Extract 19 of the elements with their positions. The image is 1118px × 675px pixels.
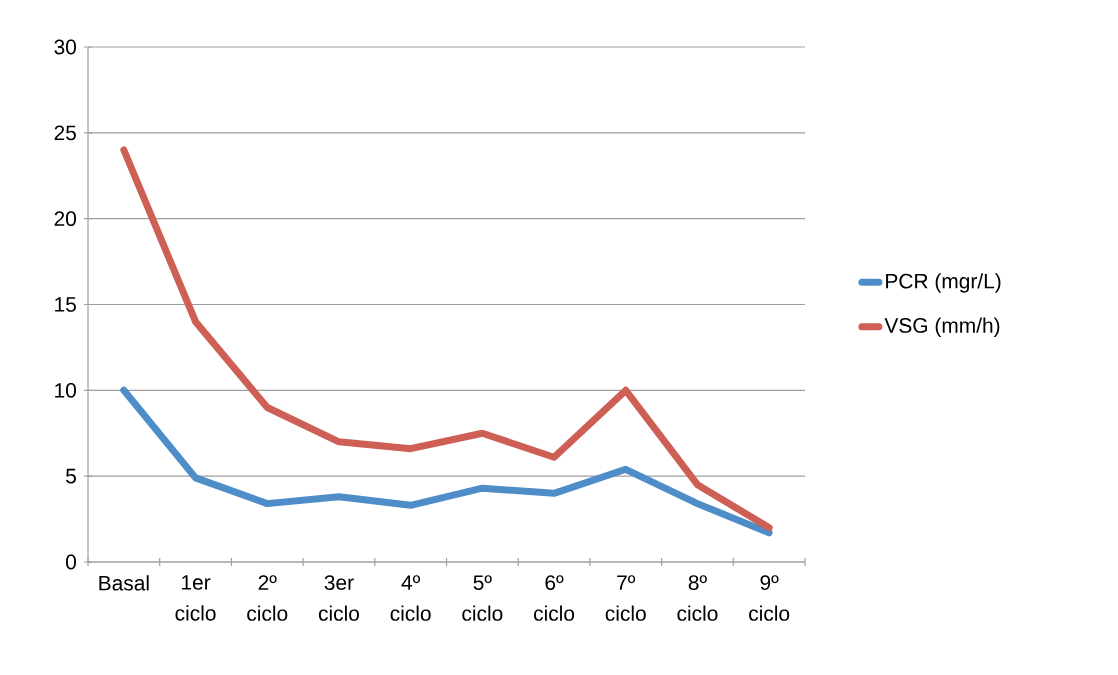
y-tick-label: 30 bbox=[54, 39, 77, 55]
legend-label: VSG (mm/h) bbox=[884, 317, 1000, 337]
y-tick-label: 5 bbox=[66, 468, 76, 484]
x-tick-label: Basal bbox=[99, 575, 149, 591]
x-tick-label: 5º ciclo bbox=[462, 575, 503, 621]
y-tick-label: 20 bbox=[54, 211, 77, 227]
y-tick-label: 0 bbox=[66, 554, 77, 570]
x-tick-label: 8º ciclo bbox=[677, 575, 718, 621]
x-tick-label: 1er ciclo bbox=[175, 575, 216, 621]
y-tick-label: 15 bbox=[55, 297, 76, 312]
x-tick-label: 6º ciclo bbox=[534, 575, 575, 621]
legend-label: PCR (mgr/L) bbox=[886, 273, 1001, 293]
y-tick-label: 10 bbox=[55, 382, 77, 398]
x-tick-label: 9º ciclo bbox=[749, 575, 790, 621]
y-tick-label: 25 bbox=[54, 125, 76, 141]
x-tick-label: 2º ciclo bbox=[247, 575, 288, 621]
x-tick-label: 4º ciclo bbox=[390, 575, 431, 621]
x-tick-label: 7º ciclo bbox=[605, 575, 646, 621]
x-tick-label: 3er ciclo bbox=[318, 575, 359, 621]
